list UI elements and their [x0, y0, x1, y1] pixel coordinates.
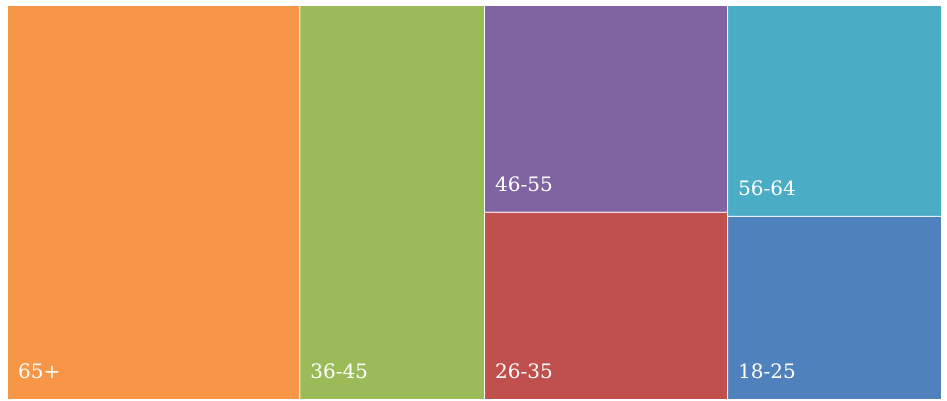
treemap-label-65-: 65+ — [18, 359, 60, 383]
treemap-label-56-64: 56-64 — [738, 176, 796, 200]
treemap-label-26-35: 26-35 — [495, 359, 553, 383]
treemap-tile-46-55 — [485, 6, 728, 212]
treemap-label-36-45: 36-45 — [310, 359, 368, 383]
treemap-tile-36-45 — [300, 6, 485, 399]
treemap-label-18-25: 18-25 — [738, 359, 796, 383]
treemap-tile-18-25 — [728, 216, 941, 399]
treemap-tile-56-64 — [728, 6, 941, 216]
treemap-label-46-55: 46-55 — [495, 172, 553, 196]
treemap-tile-26-35 — [485, 212, 728, 399]
treemap-tile-65- — [8, 6, 300, 399]
